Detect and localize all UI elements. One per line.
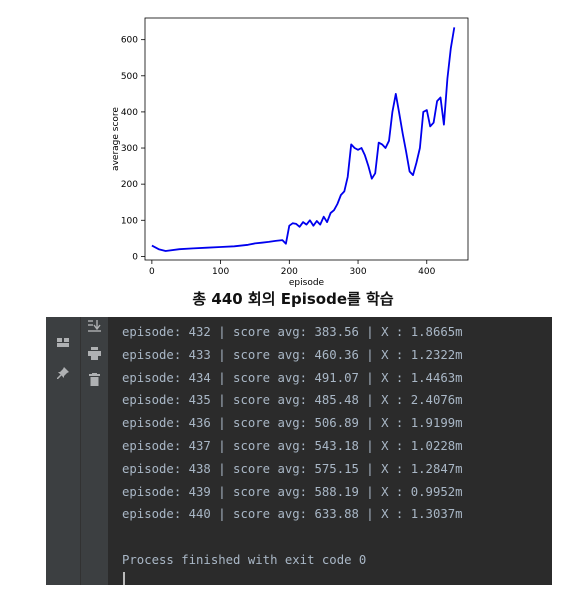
- console-output: episode: 432 | score avg: 383.56 | X : 1…: [122, 321, 552, 585]
- console-line: episode: 437 | score avg: 543.18 | X : 1…: [122, 438, 463, 453]
- trash-icon[interactable]: [86, 371, 102, 387]
- x-tick-label: 0: [149, 267, 155, 277]
- y-axis-label: average score: [111, 107, 121, 171]
- run-console: episode: 432 | score avg: 383.56 | X : 1…: [46, 317, 552, 585]
- y-tick-label: 600: [121, 36, 138, 46]
- console-line: episode: 436 | score avg: 506.89 | X : 1…: [122, 416, 463, 431]
- console-line: episode: 434 | score avg: 491.07 | X : 1…: [122, 370, 463, 385]
- text-cursor[interactable]: [123, 572, 125, 585]
- y-tick-label: 100: [121, 216, 138, 226]
- chart-caption: 총 440 회의 Episode를 학습: [192, 290, 394, 308]
- console-line: episode: 433 | score avg: 460.36 | X : 1…: [122, 347, 463, 362]
- x-tick-label: 200: [281, 267, 298, 277]
- layout-icon[interactable]: [55, 334, 71, 350]
- average-score-line: [151, 27, 456, 252]
- x-tick-label: 400: [418, 267, 435, 277]
- x-tick-label: 100: [212, 267, 229, 277]
- pin-icon[interactable]: [55, 365, 71, 381]
- y-tick-label: 500: [121, 72, 138, 82]
- x-tick-label: 300: [349, 267, 366, 277]
- console-line: episode: 438 | score avg: 575.15 | X : 1…: [122, 461, 463, 476]
- line-chart: 0 100 200 300 400 0 100 200 300 400 500 600 episode a…: [111, 17, 469, 288]
- console-blank-line: [122, 526, 552, 549]
- y-tick-label: 200: [121, 180, 138, 190]
- y-tick-label: 0: [132, 252, 138, 262]
- console-line: episode: 435 | score avg: 485.48 | X : 2…: [122, 393, 463, 408]
- console-line: episode: 440 | score avg: 633.88 | X : 1…: [122, 507, 463, 522]
- plot-frame: [144, 17, 469, 261]
- console-left-toolbar: [46, 317, 81, 585]
- console-line: episode: 439 | score avg: 588.19 | X : 0…: [122, 484, 463, 499]
- console-right-toolbar: [81, 317, 109, 585]
- chart-area: 0 100 200 300 400 0 100 200 300 400 500 600 episode a…: [0, 0, 586, 290]
- y-tick-label: 300: [121, 144, 138, 154]
- y-tick-label: 400: [121, 108, 138, 118]
- process-finished-message: Process finished with exit code 0: [122, 552, 367, 567]
- x-axis-label: episode: [289, 278, 325, 288]
- scroll-to-end-icon[interactable]: [86, 318, 102, 334]
- console-line: episode: 432 | score avg: 383.56 | X : 1…: [122, 325, 463, 339]
- print-icon[interactable]: [86, 345, 102, 361]
